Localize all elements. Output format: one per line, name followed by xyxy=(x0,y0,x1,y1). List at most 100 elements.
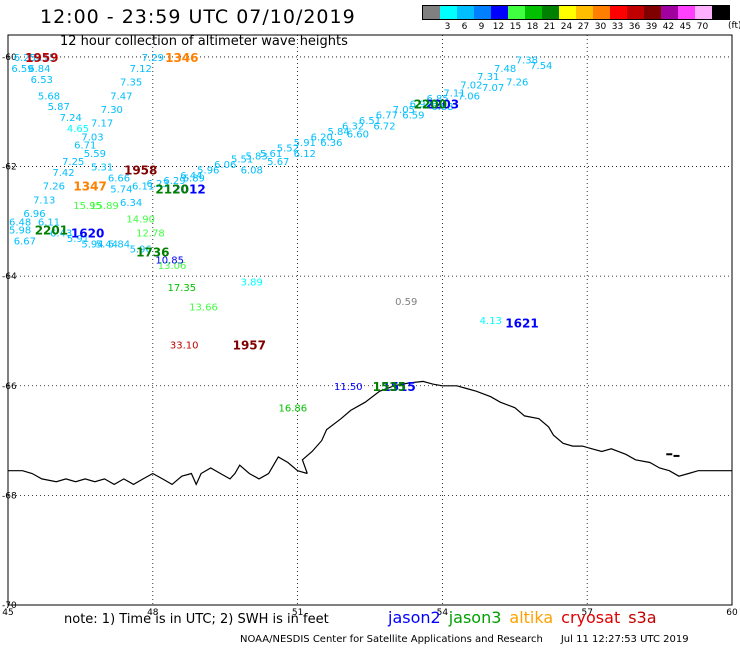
legend-swatch xyxy=(576,6,593,19)
wave-height-value: 5.98 xyxy=(9,226,31,237)
latitude-tick-label: -68 xyxy=(2,491,17,501)
wave-height-value: 6.43 xyxy=(50,228,72,239)
wave-height-value: 5.51 xyxy=(231,154,253,165)
legend-tick-label: 42 xyxy=(662,22,675,32)
wave-height-value: 5.94 xyxy=(81,239,103,250)
latitude-tick-label: -60 xyxy=(2,53,17,63)
pass-time-label: 1515 xyxy=(382,380,415,394)
wave-height-value: 6.67 xyxy=(14,237,36,248)
wave-height-value: 7.29 xyxy=(142,53,164,64)
wave-height-value: 5.61 xyxy=(260,149,282,160)
wave-height-value: 6.89 xyxy=(183,174,205,185)
wave-height-value: 7.42 xyxy=(52,168,74,179)
wave-height-value: 6.85 xyxy=(426,94,448,105)
legend-swatch xyxy=(491,6,508,19)
legend-tick-label: 12 xyxy=(492,22,505,32)
wave-height-value: 6.53 xyxy=(31,75,53,86)
wave-height-value: 10.85 xyxy=(155,256,184,267)
pass-time-label: 1347 xyxy=(73,180,106,194)
wave-height-value: 6.92 xyxy=(410,100,432,111)
wave-height-value: 6.36 xyxy=(320,138,342,149)
pass-time-label: 1957 xyxy=(233,339,266,353)
legend-swatch xyxy=(542,6,559,19)
wave-height-value: 5.87 xyxy=(48,102,70,113)
legend-swatch xyxy=(457,6,474,19)
legend-tick-label: 6 xyxy=(461,22,468,32)
map-frame xyxy=(7,34,733,606)
wave-height-value: 6.96 xyxy=(23,209,45,220)
wave-height-value: 7.48 xyxy=(494,64,516,75)
wave-height-value: 5.84 xyxy=(327,127,349,138)
legend-tick-label: 18 xyxy=(526,22,539,32)
wave-height-value: 6.23 xyxy=(146,179,168,190)
wave-height-value: 12.78 xyxy=(136,228,165,239)
latitude-tick-label: -64 xyxy=(2,272,17,282)
satellite-legend-item: s3a xyxy=(628,608,657,627)
antarctic-coastline xyxy=(8,380,732,486)
wave-height-value: 7.12 xyxy=(130,64,152,75)
latitude-tick-label: -62 xyxy=(2,163,17,173)
wave-height-value: 7.05 xyxy=(393,105,415,116)
satellite-legend-item: jason2 xyxy=(388,608,441,627)
wave-height-value: 7.35 xyxy=(120,78,142,89)
wave-height-value: 6.48 xyxy=(9,217,31,228)
legend-swatch xyxy=(423,6,440,19)
credit-text: NOAA/NESDIS Center for Satellite Applica… xyxy=(240,634,543,645)
wave-height-value: 7.02 xyxy=(460,80,482,91)
wave-height-value: 6.59 xyxy=(402,111,424,122)
satellite-legend-item: altika xyxy=(509,608,554,627)
legend-tick-label: 33 xyxy=(611,22,624,32)
wave-height-value: 6.51 xyxy=(359,116,381,127)
legend-tick-label: 21 xyxy=(543,22,556,32)
pass-time-label: 2201 xyxy=(35,224,68,238)
map-subtitle: 12 hour collection of altimeter wave hei… xyxy=(60,34,348,49)
pass-time-label: 1346 xyxy=(165,51,198,65)
legend-tick-label: 39 xyxy=(645,22,658,32)
longitude-tick-label: 60 xyxy=(726,608,738,618)
wave-height-value: 7.17 xyxy=(91,119,113,130)
wave-height-value: 6.15 xyxy=(33,53,55,64)
legend-swatch xyxy=(678,6,695,19)
wave-height-value: 14.90 xyxy=(126,215,155,226)
wave-height-value: 6.34 xyxy=(120,198,142,209)
pass-time-label: 1958 xyxy=(124,163,157,177)
longitude-tick-label: 51 xyxy=(292,608,303,618)
legend-swatch xyxy=(610,6,627,19)
legend-swatch xyxy=(525,6,542,19)
legend-tick-label: 36 xyxy=(628,22,641,32)
legend-swatch xyxy=(474,6,491,19)
pass-time-label: 1959 xyxy=(25,51,58,65)
wave-height-value: 7.30 xyxy=(101,105,123,116)
wave-height-value: 33.10 xyxy=(170,341,199,352)
wave-height-value: 5.74 xyxy=(110,185,132,196)
satellite-legend: jason2 jason3 altika cryosat s3a xyxy=(388,608,665,627)
footer-note: note: 1) Time is in UTC; 2) SWH is in fe… xyxy=(64,612,329,627)
wave-height-value: 7.47 xyxy=(110,91,132,102)
latitude-tick-label: -70 xyxy=(2,601,17,611)
wave-height-value: 6.77 xyxy=(376,111,398,122)
map-title: 12:00 - 23:59 UTC 07/10/2019 xyxy=(40,6,356,28)
wave-height-value: 13.06 xyxy=(158,261,187,272)
legend-swatch xyxy=(593,6,610,19)
wave-height-value: 5.52 xyxy=(277,143,299,154)
wave-height-value: 6.11 xyxy=(38,217,60,228)
pass-time-label: 2203 xyxy=(426,98,459,112)
wave-height-value: 7.06 xyxy=(458,91,480,102)
wave-height-value: 6.44 xyxy=(180,171,202,182)
wave-height-value: 7.31 xyxy=(477,72,499,83)
wave-height-value: 15.89 xyxy=(90,201,119,212)
latitude-tick-label: -66 xyxy=(2,382,17,392)
satellite-legend-item: jason3 xyxy=(448,608,502,627)
wave-height-value: 15.95 xyxy=(73,201,102,212)
legend-tick-label: 15 xyxy=(509,22,522,32)
wave-height-value: 0.59 xyxy=(395,297,417,308)
legend-swatch xyxy=(644,6,661,19)
wave-height-value: 7.07 xyxy=(482,83,504,94)
wave-height-value: 6.72 xyxy=(373,121,395,132)
pass-time-label: 1535 xyxy=(373,380,406,394)
legend-unit: (ft) xyxy=(728,21,740,31)
wave-height-value: 6.12 xyxy=(294,149,316,160)
legend-swatch-bar xyxy=(422,5,730,20)
wave-height-value: 7.24 xyxy=(60,113,82,124)
